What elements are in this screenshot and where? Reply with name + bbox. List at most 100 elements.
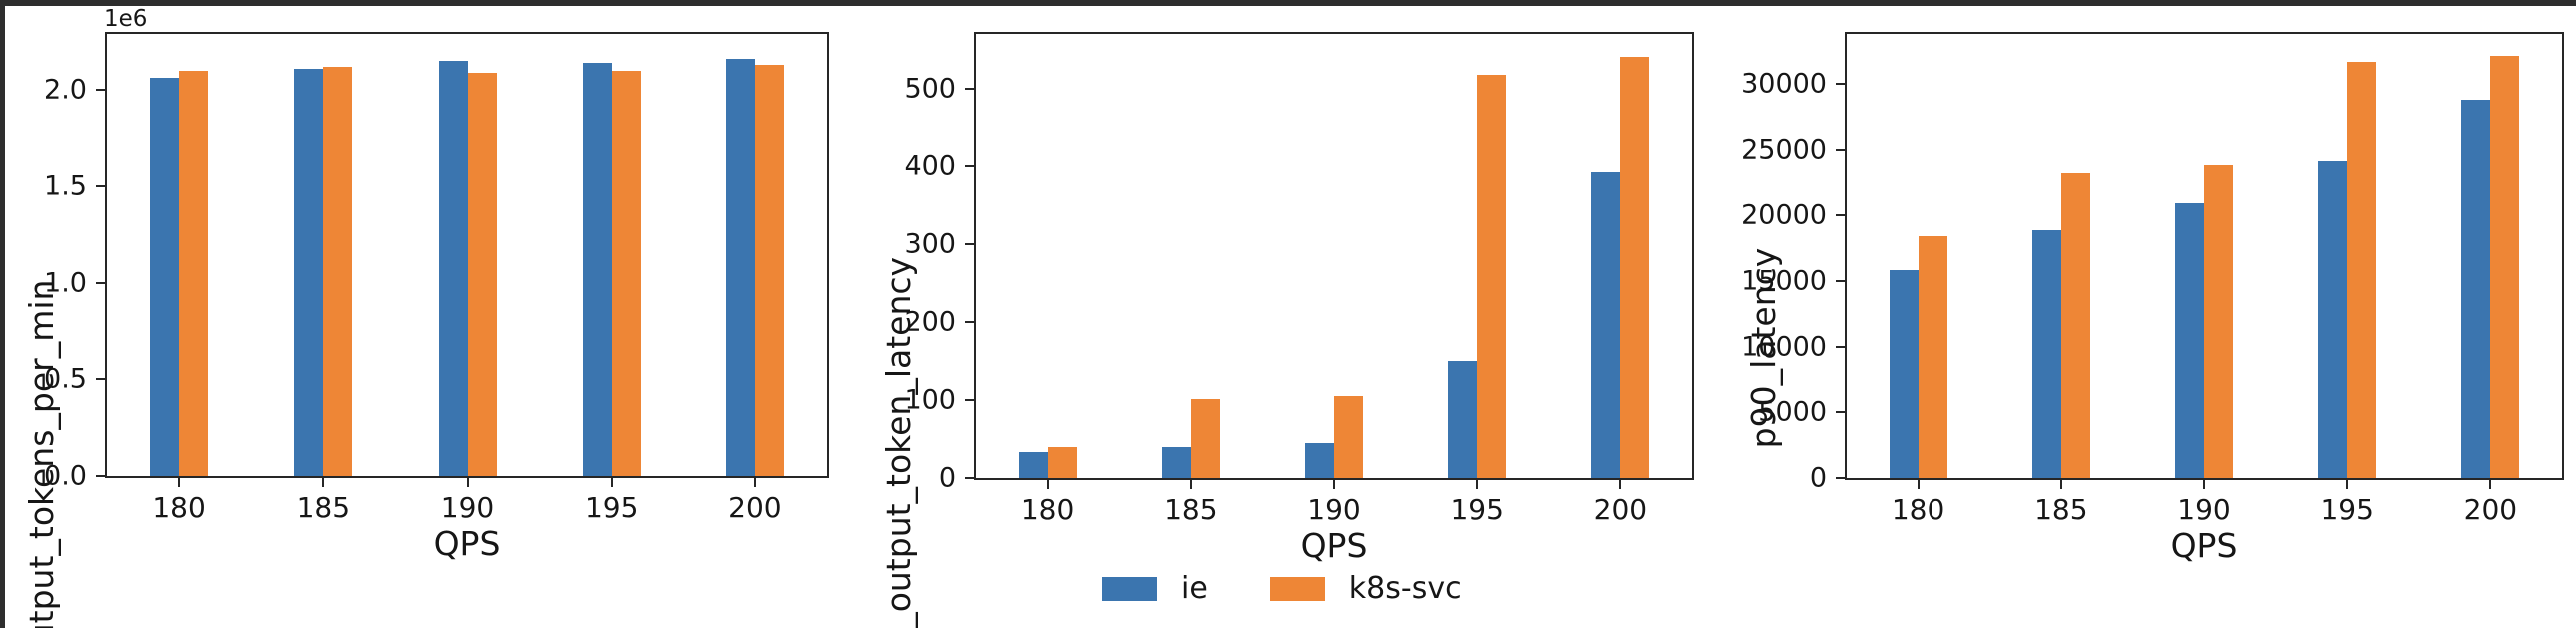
y-tick [965, 321, 974, 324]
bar-k8s-svc [1620, 57, 1650, 478]
bar-k8s-svc [1190, 399, 1220, 478]
y-tick [96, 378, 105, 381]
y-tick [1836, 214, 1845, 217]
bar-k8s-svc [2060, 173, 2090, 478]
x-tick-label: 200 [1593, 493, 1648, 526]
bar-ie [294, 68, 324, 476]
x-tick-label: 190 [440, 491, 495, 524]
y-tick [965, 477, 974, 479]
y-tick [965, 165, 974, 168]
y-tick [1836, 279, 1845, 282]
plot-area: 0 100 200 300 400 500 180 185 190 195 200 [904, 32, 1694, 524]
y-tick-label: 0.5 [44, 363, 87, 395]
bar-ie [2318, 161, 2348, 478]
y-tick-label: 500 [904, 73, 956, 105]
y-tick [96, 281, 105, 284]
x-tick-label: 200 [728, 491, 782, 524]
plot-area: 0 5000 10000 15000 20000 25000 30000 180 185 190 1… [1741, 32, 2564, 524]
x-tick [466, 478, 469, 487]
x-tick [1189, 480, 1192, 489]
bar-k8s-svc [2347, 61, 2377, 478]
x-axis-label: QPS [433, 524, 501, 563]
x-tick-label: 180 [152, 491, 206, 524]
bar-group [438, 34, 497, 476]
y-tick [96, 185, 105, 188]
x-axis-label: QPS [2170, 526, 2238, 565]
bar-ie [725, 59, 755, 476]
x-tick [322, 478, 325, 487]
bar-k8s-svc [2490, 56, 2520, 478]
y-tick-label: 20000 [1741, 199, 1827, 231]
x-tick-label: 195 [2320, 493, 2374, 526]
y-tick-label: 30000 [1741, 68, 1827, 100]
plot-area: 0.0 0.5 1.0 1.5 2.0 180 185 190 195 200 [44, 32, 829, 522]
y-tick-label: 200 [904, 306, 956, 338]
bar-ie [150, 78, 180, 476]
bar-ie [582, 62, 612, 476]
y-tick [1836, 345, 1845, 348]
axis-offset-text: 1e6 [104, 6, 148, 32]
bar-group [1161, 34, 1220, 478]
bar-k8s-svc [323, 66, 353, 476]
legend-item-k8s-svc: k8s-svc [1269, 571, 1462, 606]
x-tick [2059, 480, 2062, 489]
x-tick-label: 185 [296, 491, 351, 524]
bar-ie [2461, 99, 2491, 478]
bar-ie [1591, 171, 1621, 478]
x-tick [1619, 480, 1622, 489]
bar-k8s-svc [467, 72, 497, 476]
x-tick [610, 478, 613, 487]
bar-ie [1448, 361, 1478, 478]
window-edge-top [0, 0, 2576, 6]
bar-ie [438, 61, 468, 476]
y-tick [965, 243, 974, 246]
y-tick-label: 5000 [1758, 396, 1827, 428]
y-axis-label: output_tokens_per_min [22, 279, 61, 628]
bar-ie [1161, 446, 1191, 478]
x-tick-label: 190 [1307, 493, 1361, 526]
x-tick-label: 185 [2034, 493, 2088, 526]
x-tick-label: 200 [2463, 493, 2518, 526]
bar-ie [2031, 229, 2061, 478]
y-tick-label: 0 [1809, 462, 1827, 494]
legend: ie k8s-svc [1102, 574, 1462, 604]
x-tick-label: 195 [1450, 493, 1504, 526]
bar-group [2175, 34, 2233, 478]
legend-item-ie: ie [1102, 574, 1208, 604]
y-tick-label: 1.0 [44, 267, 87, 299]
y-tick-label: 10000 [1741, 331, 1827, 363]
bar-group [1889, 34, 1947, 478]
y-tick-label: 15000 [1741, 265, 1827, 297]
legend-label: ie [1181, 571, 1208, 606]
bar-group [582, 34, 641, 476]
x-axis-label: QPS [1300, 526, 1368, 565]
x-tick [1476, 480, 1479, 489]
y-tick-label: 100 [904, 384, 956, 416]
y-tick [96, 475, 105, 477]
bar-ie [2175, 203, 2204, 478]
bar-k8s-svc [1047, 446, 1077, 478]
bar-ie [1889, 270, 1919, 478]
y-tick-label: 25000 [1741, 134, 1827, 166]
bar-group [1305, 34, 1363, 478]
x-tick-label: 180 [1891, 493, 1945, 526]
legend-label: k8s-svc [1348, 571, 1462, 606]
y-tick [1836, 148, 1845, 151]
bar-group [294, 34, 353, 476]
bar-k8s-svc [611, 70, 641, 476]
bar-group [1591, 34, 1650, 478]
bar-k8s-svc [2204, 165, 2233, 478]
x-tick-label: 195 [584, 491, 639, 524]
y-tick [1836, 477, 1845, 479]
bar-group [2031, 34, 2090, 478]
y-tick [1836, 411, 1845, 414]
bar-k8s-svc [754, 64, 784, 476]
x-tick-label: 190 [2177, 493, 2231, 526]
y-tick-label: 0.0 [44, 460, 87, 492]
x-tick [2489, 480, 2492, 489]
legend-swatch-ie [1102, 577, 1157, 601]
legend-swatch-k8s-svc [1269, 577, 1325, 601]
x-tick-label: 180 [1020, 493, 1075, 526]
x-tick-label: 185 [1164, 493, 1218, 526]
